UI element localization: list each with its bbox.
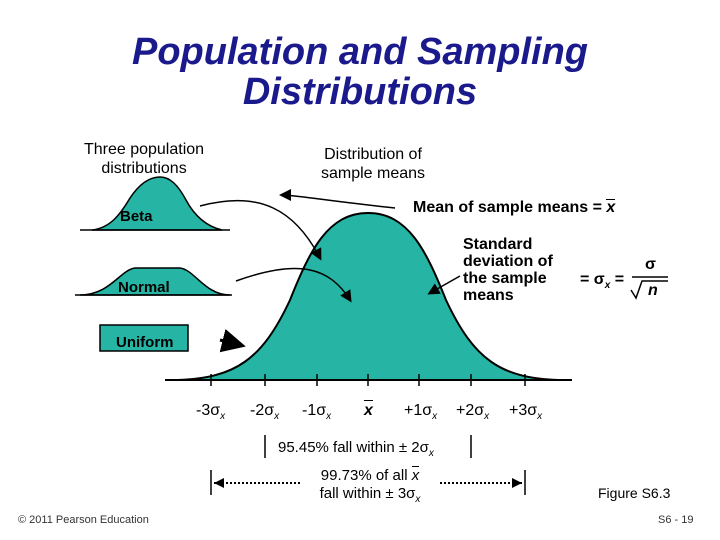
three-population-line-1: Three population: [83, 141, 205, 158]
tick-minus-2: -2σx: [250, 402, 280, 423]
standard-deviation-label: Standard deviation of the sample means: [463, 236, 553, 304]
beta-label: Beta: [120, 208, 153, 225]
beta-arrow: [199, 199, 322, 261]
page-title: Population and Sampling Distributions: [0, 32, 720, 112]
sd-pointer: [427, 275, 461, 295]
sd-line-2: deviation of: [463, 253, 553, 270]
sqrt-symbol: [630, 280, 668, 300]
title-line-2: Distributions: [242, 71, 478, 113]
three-population-line-2: distributions: [101, 160, 187, 177]
band99-line-2: fall within ± 3σx: [319, 485, 421, 505]
tick-mean: x: [364, 400, 373, 419]
tick-plus-2: +2σx: [456, 402, 490, 423]
sampling-distribution-curve: [177, 211, 559, 381]
sd-equation: = σx =: [580, 270, 624, 295]
title-line-1: Population and Sampling: [132, 31, 588, 73]
normal-label: Normal: [118, 279, 170, 296]
band99-label: 99.73% of all x fall within ± 3σx: [300, 466, 440, 509]
normal-distribution-shape: [79, 267, 231, 296]
copyright: © 2011 Pearson Education: [18, 514, 149, 526]
band99-right-arrowhead: [512, 478, 522, 488]
uniform-distribution-shape: [99, 324, 189, 352]
tick-plus-1: +1σx: [404, 402, 438, 423]
mean-of-means-text: Mean of sample means =: [413, 199, 607, 216]
mean-of-means-label: Mean of sample means = x: [413, 198, 616, 217]
sd-eq-sigma: = σ: [580, 271, 605, 288]
band99-line-1: 99.73% of all x: [320, 466, 420, 484]
tick-minus-1: -1σx: [302, 402, 332, 423]
tick-plus-3: +3σx: [509, 402, 543, 423]
tick-minus-3: -3σx: [196, 402, 226, 423]
beta-distribution-shape: [91, 176, 223, 231]
tick-marks: [210, 374, 526, 386]
sd-line-3: the sample: [463, 270, 547, 287]
band95-label: 95.45% fall within ± 2σx: [278, 439, 434, 459]
normal-arrow: [235, 267, 352, 303]
distribution-of-means-line-1: Distribution of: [324, 146, 422, 163]
sd-line-4: means: [463, 287, 514, 304]
n-denominator: n: [648, 282, 658, 299]
page-number: S6 - 19: [658, 514, 694, 526]
sd-line-1: Standard: [463, 236, 533, 253]
grand-mean-x: x: [606, 199, 616, 216]
mean-pointer: [279, 189, 396, 209]
grand-mean-symbol: x: [606, 199, 616, 216]
figure-caption: Figure S6.3: [598, 485, 671, 501]
distribution-of-means-line-2: sample means: [320, 165, 426, 182]
uniform-arrow: [219, 328, 246, 353]
band99-left-arrowhead: [214, 478, 224, 488]
three-population-label: Three population distributions: [60, 140, 228, 178]
sd-eq-sub: x: [604, 280, 611, 292]
sd-eq-equals: =: [610, 271, 625, 288]
uniform-label: Uniform: [116, 334, 174, 351]
sigma-numerator: σ: [645, 256, 656, 273]
distribution-of-means-label: Distribution of sample means: [298, 145, 448, 183]
